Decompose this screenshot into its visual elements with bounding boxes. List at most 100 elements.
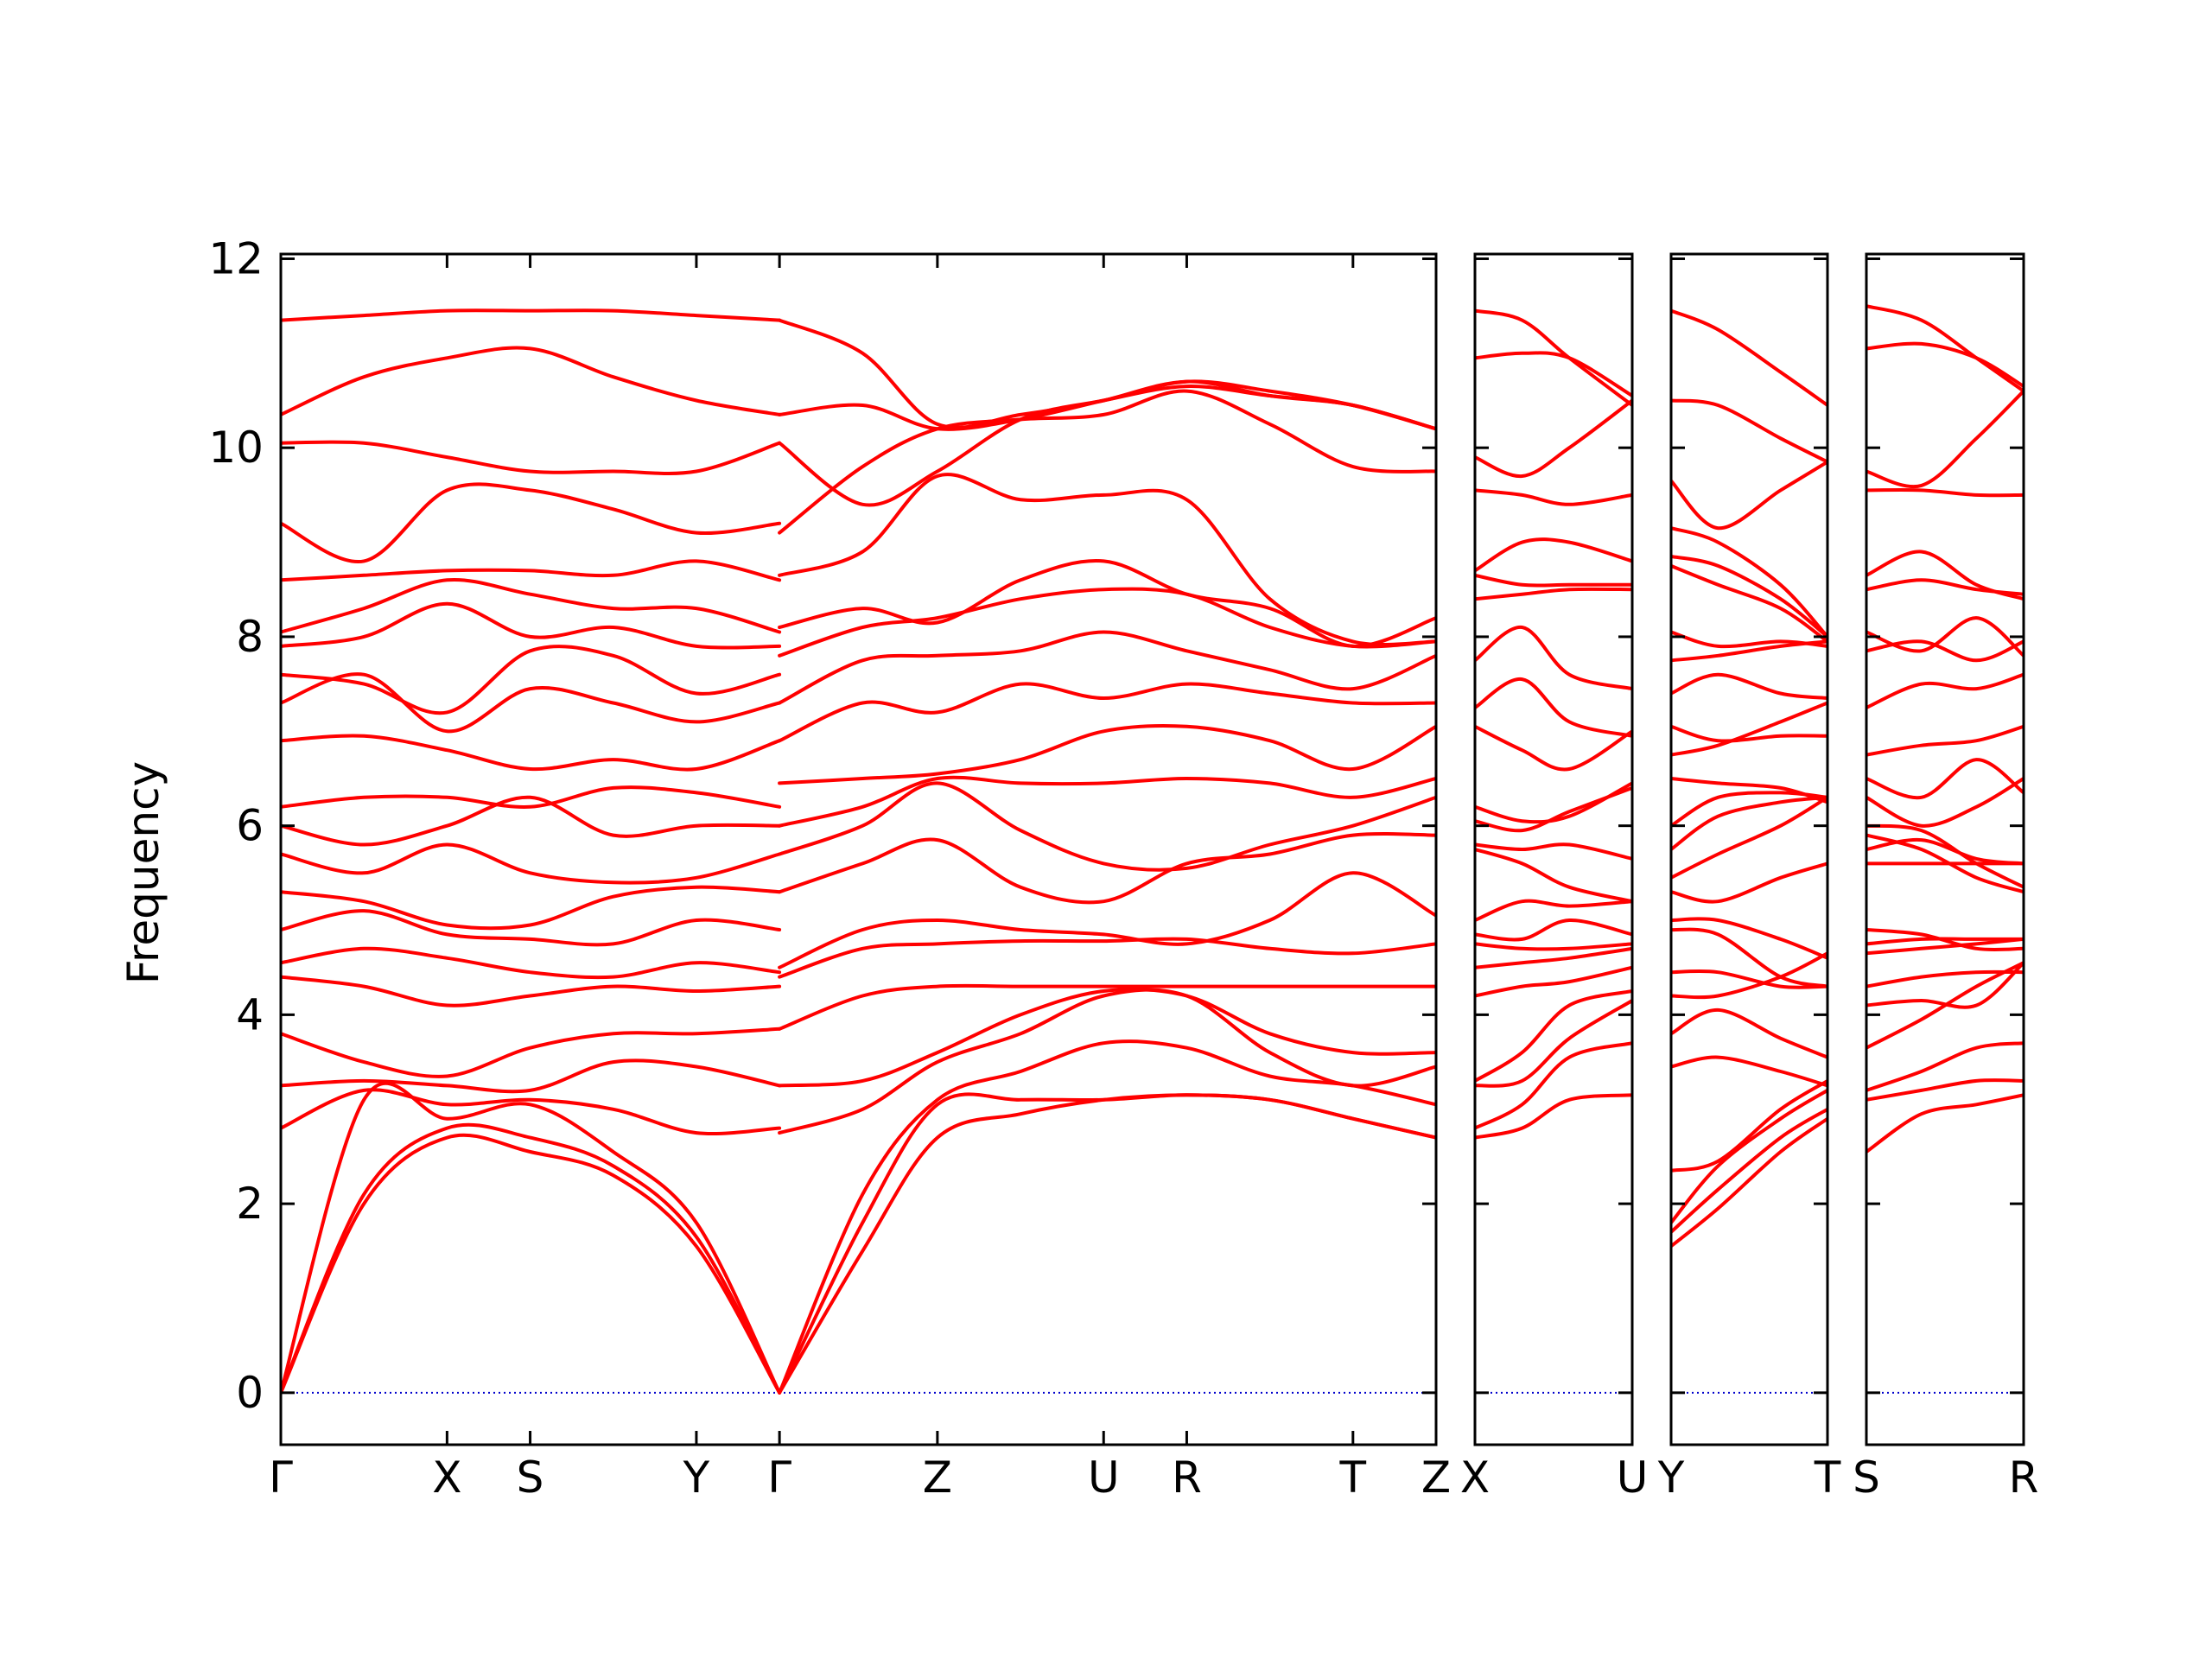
- x-tick-label: U: [1088, 1452, 1120, 1503]
- band-line: [1671, 1116, 1827, 1249]
- x-tick-label: Γ: [269, 1452, 293, 1503]
- band-line: [1671, 951, 1827, 1000]
- band-line: [1671, 861, 1827, 904]
- band-line: [1866, 639, 2024, 663]
- band-line: [1866, 937, 2024, 946]
- band-line: [1866, 823, 2024, 889]
- band-line: [1671, 927, 1827, 988]
- band-line: [281, 645, 782, 715]
- band-line: [281, 785, 782, 809]
- panel-plot-area: [1866, 304, 2024, 1394]
- band-line: [1475, 587, 1632, 601]
- x-tick-label: Y: [683, 1452, 710, 1503]
- band-line: [1475, 1041, 1632, 1130]
- band-line: [1866, 672, 2024, 709]
- band-line: [1671, 969, 1827, 989]
- band-line: [281, 1058, 782, 1094]
- x-tick-label: U: [1617, 1452, 1649, 1503]
- band-line: [1671, 1078, 1827, 1173]
- band-line: [778, 983, 1436, 1031]
- band-line: [778, 682, 1436, 743]
- band-line: [1475, 625, 1632, 691]
- band-line: [1866, 341, 2024, 389]
- band-line: [1671, 1107, 1827, 1234]
- band-line: [1671, 308, 1827, 407]
- band-line: [1475, 946, 1632, 969]
- band-line: [778, 630, 1436, 705]
- band-line: [281, 1027, 782, 1078]
- band-line: [281, 842, 782, 885]
- band-line: [1866, 389, 2024, 489]
- band-line: [1671, 398, 1827, 464]
- band-line: [281, 1133, 782, 1395]
- band-line: [1866, 961, 2024, 1009]
- band-line: [1475, 942, 1632, 951]
- panel-plot-area: [281, 308, 1436, 1395]
- y-tick-label: 2: [236, 1179, 264, 1229]
- band-line: [281, 734, 782, 772]
- band-line: [778, 473, 1436, 647]
- band-line: [1866, 937, 2024, 956]
- band-line: [778, 587, 1436, 658]
- band-line: [281, 1122, 782, 1395]
- band-line: [1866, 758, 2024, 800]
- band-line: [1866, 1093, 2024, 1154]
- band-line: [1671, 795, 1827, 880]
- panel-plot-area: [1475, 308, 1632, 1394]
- band-line: [1475, 785, 1632, 833]
- x-tick-label: X: [432, 1452, 461, 1503]
- x-tick-label: Z: [1421, 1452, 1451, 1503]
- band-line: [1475, 989, 1632, 1083]
- band-line: [1671, 795, 1827, 851]
- band-line: [778, 723, 1436, 785]
- band-line: [1866, 1078, 2024, 1102]
- x-tick-label: T: [1814, 1452, 1841, 1503]
- y-axis-label: Frequency: [118, 761, 168, 984]
- band-line: [1866, 837, 2024, 866]
- band-line: [1475, 724, 1632, 772]
- band-line: [1475, 1093, 1632, 1140]
- band-line: [1475, 999, 1632, 1088]
- band-line: [281, 946, 782, 980]
- band-line: [281, 975, 782, 1007]
- band-line: [1475, 918, 1632, 942]
- x-tick-label: Y: [1657, 1452, 1685, 1503]
- band-line: [778, 1092, 1436, 1395]
- band-line: [1866, 488, 2024, 498]
- band-line: [1866, 777, 2024, 828]
- band-line: [1866, 928, 2024, 952]
- band-line: [281, 1081, 782, 1395]
- band-line: [1475, 781, 1632, 824]
- band-line: [1866, 550, 2024, 601]
- band-line: [1475, 848, 1632, 904]
- x-tick-label: Γ: [767, 1452, 791, 1503]
- band-line: [1671, 1007, 1827, 1059]
- band-line: [281, 885, 782, 931]
- band-line: [778, 871, 1436, 969]
- x-tick-label: X: [1460, 1452, 1490, 1503]
- band-line: [281, 909, 782, 947]
- band-line: [1671, 526, 1827, 639]
- band-line: [1475, 308, 1632, 407]
- band-line: [1475, 899, 1632, 922]
- band-line: [281, 308, 782, 322]
- band-line: [281, 601, 782, 650]
- band-line: [778, 559, 1436, 648]
- band-line: [778, 1039, 1436, 1395]
- band-line: [1671, 917, 1827, 960]
- x-tick-label: R: [2009, 1452, 2039, 1503]
- band-line: [1866, 616, 2024, 658]
- y-tick-label: 8: [236, 612, 264, 662]
- band-line: [281, 795, 782, 847]
- band-line: [281, 1088, 782, 1135]
- band-line: [1475, 488, 1632, 506]
- band-line: [1866, 1041, 2024, 1092]
- band-line: [1671, 724, 1827, 743]
- panel-frame: [1865, 252, 2025, 1446]
- band-line: [778, 389, 1436, 535]
- band-line: [281, 559, 782, 582]
